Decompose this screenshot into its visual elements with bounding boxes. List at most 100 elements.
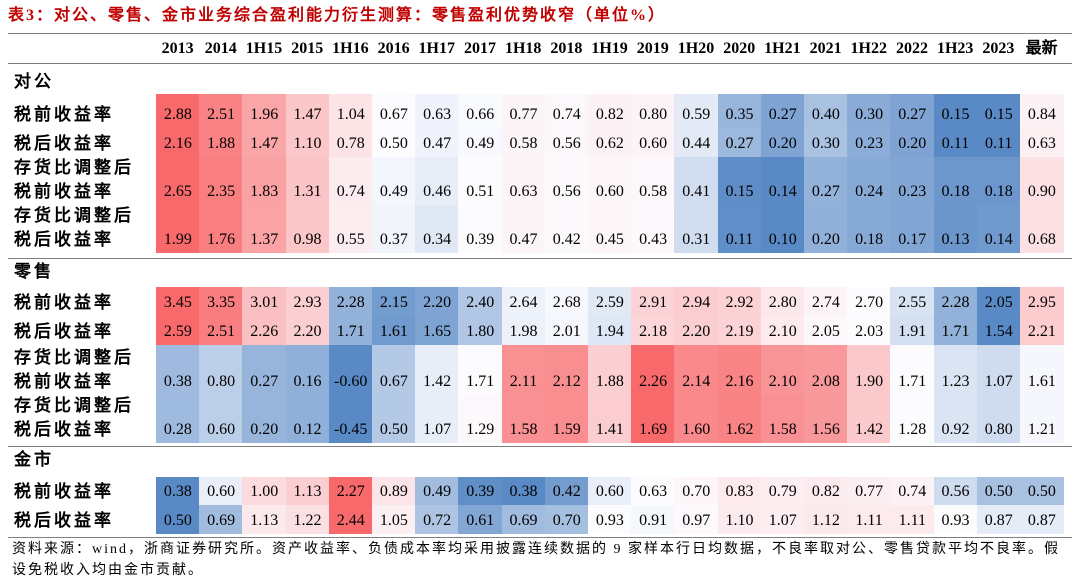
- heatmap-cell: 0.89: [372, 477, 416, 505]
- heatmap-cell: 0.93: [933, 505, 978, 534]
- heatmap-cell: 1.05: [372, 505, 416, 534]
- heatmap-cell: 0.98: [285, 205, 330, 253]
- heatmap-cell: 0.60: [199, 395, 243, 443]
- heatmap-cell: 0.59: [674, 94, 719, 128]
- heatmap-cell: 1.58: [501, 395, 546, 443]
- heatmap-cell: 0.92: [933, 395, 978, 443]
- heatmap-cell: 1.71: [933, 316, 978, 345]
- heatmap-cell: 1.62: [717, 395, 762, 443]
- heatmap-cell: 1.13: [242, 505, 287, 534]
- heatmap-cell: 2.59: [588, 287, 632, 316]
- heatmap-cell: 0.45: [588, 205, 632, 253]
- heatmap-cell: 0.18: [933, 157, 978, 205]
- heatmap-cell: 2.28: [933, 287, 978, 316]
- column-header: 1H21: [764, 40, 801, 57]
- heatmap-cell: 0.38: [156, 477, 200, 505]
- heatmap-cell: 2.08: [804, 345, 848, 395]
- heatmap-cell: 0.30: [847, 94, 891, 128]
- column-header: 2013: [161, 40, 194, 57]
- heatmap-cell: 0.63: [1020, 128, 1064, 157]
- heatmap-cell: 0.28: [156, 395, 200, 443]
- heatmap-cell: 0.60: [588, 477, 632, 505]
- column-header: 2020: [723, 40, 756, 57]
- table-row: 2.88 2.51 1.96 1.47 1.04 0.67 0.63 0.66 0.77 0.74…: [0, 94, 1080, 128]
- heatmap-cell: 0.82: [804, 477, 848, 505]
- heatmap-cell: 0.67: [372, 345, 416, 395]
- heatmap-cell: 2.14: [674, 345, 719, 395]
- heatmap-cell: 0.10: [760, 205, 805, 253]
- heatmap-cell: 0.49: [458, 128, 503, 157]
- heatmap-cell: 2.19: [717, 316, 762, 345]
- heatmap-cell: 0.50: [372, 128, 416, 157]
- heatmap-cell: 1.07: [415, 395, 459, 443]
- heatmap-cell: 0.58: [501, 128, 546, 157]
- heatmap-cell: 1.83: [242, 157, 287, 205]
- column-header: 最新: [1025, 40, 1058, 57]
- row-label-line: 存货比调整后: [14, 396, 134, 415]
- heatmap-cell: 0.80: [631, 94, 675, 128]
- heatmap-cell: 0.12: [285, 395, 330, 443]
- header-rule: [8, 63, 1072, 64]
- heatmap-cell: 0.80: [976, 395, 1021, 443]
- heatmap-cell: 1.10: [717, 505, 762, 534]
- heatmap-cell: 0.23: [847, 128, 891, 157]
- table-row: 0.50 0.69 1.13 1.22 2.44 1.05 0.72 0.61 0.69 0.70…: [0, 505, 1080, 534]
- heatmap-cell: 0.47: [501, 205, 546, 253]
- heatmap-cell: 1.04: [328, 94, 373, 128]
- heatmap-cell: 1.56: [804, 395, 848, 443]
- heatmap-cell: 2.18: [631, 316, 675, 345]
- heatmap-cell: 0.15: [933, 94, 978, 128]
- heatmap-cell: 0.11: [717, 205, 762, 253]
- heatmap-cell: 0.14: [976, 205, 1021, 253]
- heatmap-cell: 0.63: [631, 477, 675, 505]
- heatmap-cell: 1.94: [588, 316, 632, 345]
- heatmap-cell: 1.76: [199, 205, 243, 253]
- heatmap-cell: 0.56: [544, 157, 589, 205]
- row-label-line: 税前收益率: [14, 182, 114, 201]
- heatmap-cell: 0.74: [328, 157, 373, 205]
- heatmap-cell: 0.11: [976, 128, 1021, 157]
- heatmap-cell: 1.28: [890, 395, 935, 443]
- heatmap-cell: 2.20: [285, 316, 330, 345]
- row-label-line: 税后收益率: [14, 230, 114, 249]
- heatmap-cell: 0.58: [631, 157, 675, 205]
- heatmap-cell: 1.60: [674, 395, 719, 443]
- heatmap-cell: 0.27: [804, 157, 848, 205]
- heatmap-cell: 0.87: [976, 505, 1021, 534]
- heatmap-cell: 2.95: [1020, 287, 1064, 316]
- heatmap-cell: 0.27: [890, 94, 935, 128]
- heatmap-cell: 1.37: [242, 205, 287, 253]
- section-label: 金市: [14, 450, 54, 469]
- heatmap-cell: 0.50: [1020, 477, 1064, 505]
- row-label-line: 税前收益率: [14, 105, 114, 124]
- heatmap-cell: 2.92: [717, 287, 762, 316]
- heatmap-cell: 0.79: [760, 477, 805, 505]
- heatmap-cell: 0.41: [674, 157, 719, 205]
- section-label: 对公: [14, 72, 54, 91]
- heatmap-cell: 0.38: [156, 345, 200, 395]
- heatmap-cell: 2.11: [501, 345, 546, 395]
- heatmap-cell: 2.05: [804, 316, 848, 345]
- heatmap-cell: 1.54: [976, 316, 1021, 345]
- heatmap-cell: 0.47: [415, 128, 459, 157]
- heatmap-cell: 0.16: [285, 345, 330, 395]
- heatmap-cell: 0.30: [804, 128, 848, 157]
- section-divider: [8, 446, 1072, 447]
- row-label: 税后收益率: [14, 132, 114, 156]
- heatmap-cell: 0.87: [1020, 505, 1064, 534]
- heatmap-cell: 0.17: [890, 205, 935, 253]
- heatmap-cell: 1.42: [847, 395, 891, 443]
- heatmap-cell: 2.93: [285, 287, 330, 316]
- heatmap-cell: 1.69: [631, 395, 675, 443]
- heatmap-cell: 0.40: [804, 94, 848, 128]
- heatmap-cell: 0.93: [588, 505, 632, 534]
- row-label: 存货比调整后 税前收益率: [14, 346, 134, 394]
- heatmap-cell: 2.88: [156, 94, 200, 128]
- heatmap-cell: 0.61: [458, 505, 503, 534]
- row-label-line: 税前收益率: [14, 293, 114, 312]
- row-label-line: 税后收益率: [14, 511, 114, 530]
- column-header: 1H22: [850, 40, 887, 57]
- column-header: 1H17: [418, 40, 455, 57]
- heatmap-cell: 2.80: [760, 287, 805, 316]
